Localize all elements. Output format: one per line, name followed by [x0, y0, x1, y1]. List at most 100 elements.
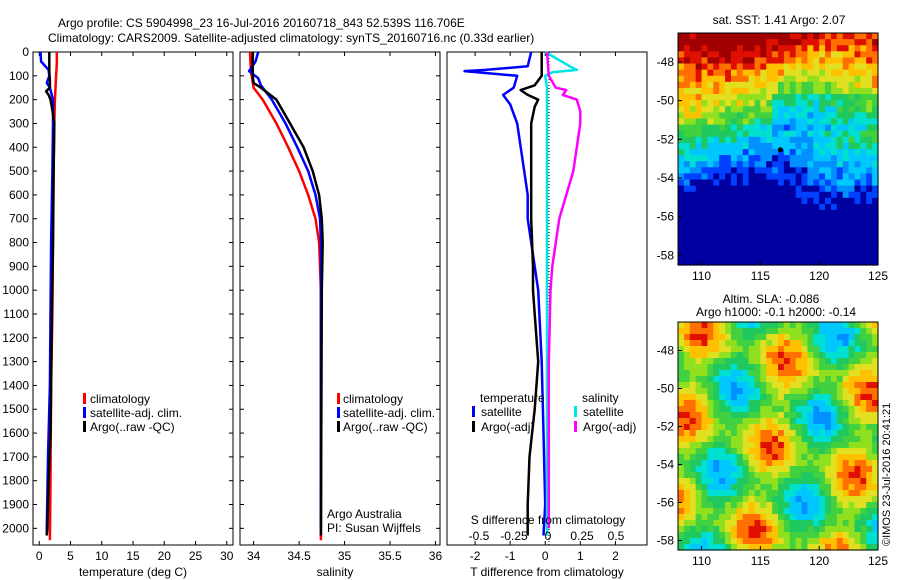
- sla-map-cell: [860, 376, 867, 383]
- sla-map-cell: [701, 358, 709, 365]
- sst-map-cell: [872, 258, 879, 266]
- sst-map-cell: [766, 228, 773, 236]
- sst-map-cell: [819, 75, 826, 83]
- sst-map-cell: [736, 203, 744, 211]
- sst-map-cell: [842, 51, 850, 59]
- sst-map-cell: [866, 234, 873, 242]
- sst-map-y-tick-label: -58: [657, 248, 675, 262]
- sla-map-cell: [678, 466, 685, 473]
- sla-map-cell: [836, 508, 844, 515]
- sst-map-cell: [736, 45, 744, 52]
- sst-map-cell: [713, 252, 720, 260]
- sst-map-cell: [689, 228, 697, 236]
- sst-map-cell: [854, 51, 861, 59]
- sst-map-cell: [842, 167, 850, 175]
- sla-map-cell: [795, 418, 803, 425]
- sst-map-cell: [836, 167, 844, 175]
- sla-map-cell: [772, 496, 779, 503]
- sst-map-cell: [836, 179, 844, 187]
- difference-top-tick-label: 0.25: [570, 529, 594, 543]
- sst-map-cell: [766, 179, 773, 187]
- sst-map-cell: [866, 167, 873, 175]
- sst-map-cell: [678, 100, 685, 107]
- sla-map-cell: [719, 448, 726, 455]
- sla-map-cell: [848, 376, 856, 383]
- sst-map-cell: [713, 33, 720, 40]
- sst-map-cell: [736, 100, 744, 107]
- sla-map-cell: [772, 526, 779, 533]
- sla-map-cell: [707, 352, 714, 359]
- sla-map-cell: [872, 526, 879, 533]
- sla-map-cell: [754, 460, 761, 467]
- sla-map-cell: [783, 334, 791, 341]
- sst-map-cell: [783, 240, 791, 248]
- sla-map-cell: [725, 376, 732, 383]
- sla-map-cell: [830, 388, 838, 395]
- sst-map-cell: [854, 203, 861, 211]
- sst-map-cell: [801, 33, 809, 40]
- sla-map-cell: [707, 424, 714, 431]
- sst-map-cell: [695, 51, 703, 59]
- sst-map-cell: [783, 234, 791, 242]
- sla-map-cell: [695, 346, 703, 353]
- sla-map-cell: [778, 394, 785, 401]
- sst-map-cell: [707, 240, 714, 248]
- sst-map-cell: [819, 179, 826, 187]
- salinity-legend-label-argo: Argo(..raw -QC): [343, 420, 428, 434]
- sst-map-cell: [742, 191, 750, 199]
- sst-map-cell: [678, 33, 685, 40]
- sst-map-cell: [801, 130, 809, 138]
- sla-map-cell: [754, 526, 761, 533]
- sst-map-cell: [748, 216, 756, 223]
- sst-map-cell: [730, 167, 738, 175]
- sla-map-cell: [760, 382, 767, 389]
- sla-map-cell: [795, 382, 803, 389]
- sla-map-cell: [860, 340, 867, 347]
- sst-map-cell: [778, 161, 785, 168]
- sst-map-cell: [701, 197, 709, 205]
- sst-map-cell: [730, 161, 738, 168]
- temperature-y-ticks: 0100200300400500600700800900100011001200…: [2, 45, 233, 535]
- sla-map-cell: [830, 334, 838, 341]
- sla-map-cell: [678, 460, 685, 467]
- sla-map-cell: [725, 466, 732, 473]
- sst-map-cell: [848, 149, 856, 156]
- sla-map-cell: [695, 328, 703, 335]
- sla-map-cell: [713, 328, 720, 335]
- sst-map-cell: [713, 130, 720, 138]
- sst-map-cell: [836, 149, 844, 156]
- sla-map-cell: [713, 322, 720, 329]
- sst-map-cell: [713, 155, 720, 162]
- sla-map-cell: [742, 388, 750, 395]
- sla-map-cell: [719, 394, 726, 401]
- sst-map-cell: [748, 155, 756, 162]
- sst-map-cell: [842, 112, 850, 120]
- sla-map-cell: [778, 436, 785, 443]
- sst-map-cell: [813, 155, 820, 162]
- temperature-y-tick-label: 800: [9, 236, 29, 250]
- sla-map-cell: [766, 364, 773, 371]
- sst-map-cell: [872, 197, 879, 205]
- temperature-legend: climatology satellite-adj. clim. Argo(..…: [83, 392, 182, 434]
- sst-map-cell: [695, 149, 703, 156]
- sst-map-cell: [719, 228, 726, 236]
- temperature-legend-label-satellite: satellite-adj. clim.: [90, 406, 182, 420]
- sst-map-cell: [866, 94, 873, 101]
- sla-map-cell: [848, 388, 856, 395]
- sst-map-cell: [719, 155, 726, 162]
- sla-map-x-tick-label: 115: [751, 554, 770, 568]
- sst-map-cell: [872, 191, 879, 199]
- sst-map-cell: [689, 149, 697, 156]
- salinity-annotation-line-1: Argo Australia: [327, 507, 402, 521]
- sst-map-cell: [719, 149, 726, 156]
- sla-map-cell: [766, 346, 773, 353]
- sla-map-cell: [713, 364, 720, 371]
- sst-map-cell: [866, 179, 873, 187]
- sla-map-cell: [701, 364, 709, 371]
- sst-map-cell: [854, 69, 861, 77]
- sst-map-cell: [825, 142, 832, 150]
- sla-map-cell: [689, 358, 697, 365]
- sst-map-cell: [819, 185, 826, 193]
- sst-map-cell: [825, 185, 832, 193]
- sst-map-cell: [707, 161, 714, 168]
